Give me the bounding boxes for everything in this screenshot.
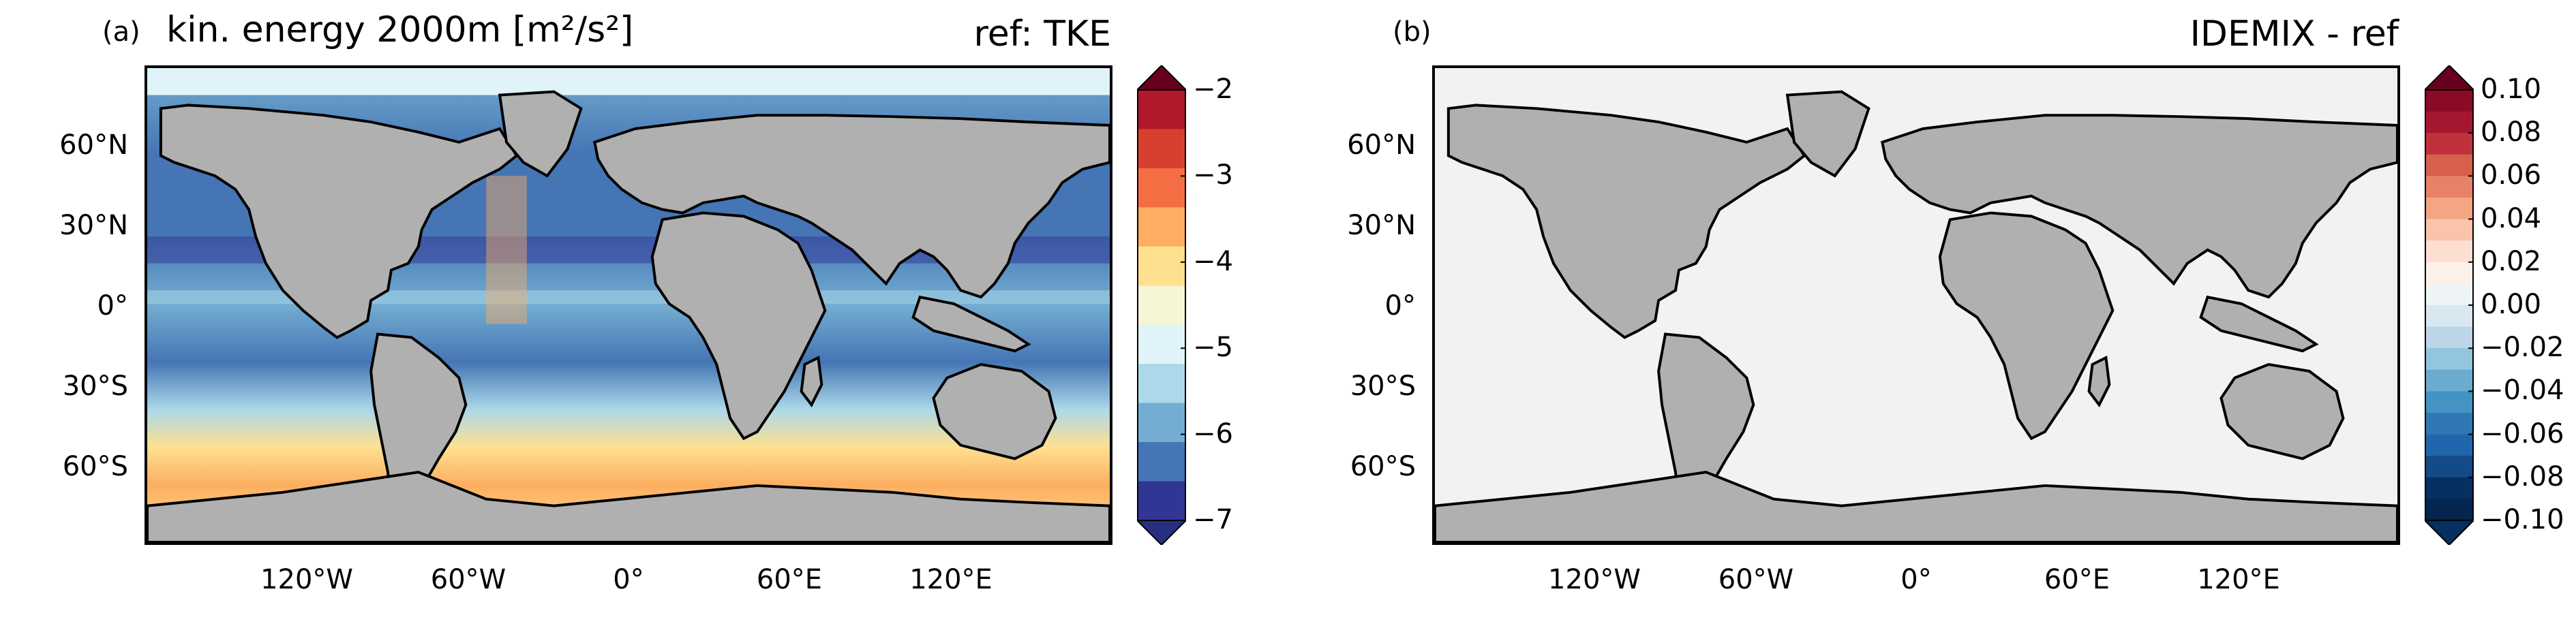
lon-label-120e-b: 120°E — [2197, 564, 2280, 595]
colorbar-segment — [1137, 168, 1186, 208]
colorbar-segment — [2425, 456, 2474, 478]
lat-label-0-a: 0° — [97, 290, 128, 322]
colorbar-tick-label: −5 — [1193, 332, 1233, 364]
lat-label-30s-b: 30°S — [1350, 371, 1416, 402]
colorbar-segment — [2425, 305, 2474, 328]
colorbar-segment — [2425, 326, 2474, 349]
map-a — [145, 65, 1112, 545]
colorbar-segment — [1137, 442, 1186, 482]
colorbar-border — [1137, 89, 1186, 521]
colorbar-tick-label: 0.04 — [2481, 202, 2542, 234]
colorbar-segment — [2425, 283, 2474, 306]
colorbar-segment — [2425, 111, 2474, 134]
colorbar-segment — [2425, 413, 2474, 435]
colorbar-tick-label: −0.06 — [2481, 418, 2564, 450]
lat-label-60n-a: 60°N — [59, 129, 128, 161]
lat-label-60n-b: 60°N — [1347, 129, 1416, 161]
colorbar-tick-label: 0.02 — [2481, 245, 2542, 277]
colorbar-extend-bottom — [1135, 520, 1188, 546]
colorbar-segment — [2425, 219, 2474, 241]
colorbar-segment — [1137, 403, 1186, 443]
colorbar-segment — [1137, 481, 1186, 521]
lat-label-0-b: 0° — [1384, 290, 1416, 322]
colorbar-segment — [1137, 324, 1186, 364]
colorbar-segment — [2425, 434, 2474, 456]
colorbar-segment — [1137, 285, 1186, 326]
panel-a: (a) kin. energy 2000m [m²/s²] ref: TKE — [59, 10, 1233, 595]
map-b — [1432, 65, 2400, 545]
colorbar-extend-bottom — [2423, 520, 2476, 546]
colorbar-segment — [2425, 176, 2474, 198]
lon-label-120e-a: 120°E — [909, 564, 992, 595]
colorbar-segment — [2425, 262, 2474, 284]
colorbar-segment — [2425, 133, 2474, 155]
panel-title-a: kin. energy 2000m [m²/s²] — [166, 10, 634, 50]
lon-label-0-b: 0° — [1900, 564, 1932, 595]
colorbar-tick-label: −0.02 — [2481, 332, 2564, 364]
panel-label-a: (a) — [102, 16, 140, 48]
map-b-svg — [1435, 68, 2397, 542]
colorbar-segment — [2425, 477, 2474, 499]
colorbar-segment — [1137, 90, 1186, 129]
colorbar-segment — [2425, 240, 2474, 263]
panel-subtitle-a: ref: TKE — [973, 14, 1111, 54]
lat-label-60s-a: 60°S — [62, 451, 128, 482]
colorbar-extend-top — [2423, 64, 2476, 91]
map-a-svg — [147, 68, 1110, 542]
colorbar-a-svg — [1135, 64, 1188, 546]
colorbar-tick-label: −2 — [1193, 74, 1233, 105]
colorbar-tick-label: −4 — [1193, 245, 1233, 277]
colorbar-segment — [2425, 154, 2474, 176]
colorbar-extend-top — [1135, 64, 1188, 91]
colorbar-segment — [1137, 246, 1186, 286]
lon-label-60e-b: 60°E — [2044, 564, 2110, 595]
lat-label-30n-a: 30°N — [59, 210, 128, 241]
lon-label-60e-a: 60°E — [756, 564, 823, 595]
panel-subtitle-b: IDEMIX - ref — [2189, 14, 2399, 54]
colorbar-tick-label: −3 — [1193, 159, 1233, 191]
colorbar-segment — [1137, 129, 1186, 169]
colorbar-tick-label: −0.10 — [2481, 504, 2564, 535]
colorbar-segment — [2425, 348, 2474, 371]
colorbar-b-svg — [2423, 64, 2476, 546]
colorbar-tick-label: 0.08 — [2481, 116, 2542, 148]
panel-label-b: (b) — [1393, 16, 1431, 48]
colorbar-segment — [1137, 207, 1186, 247]
colorbar-segment — [2425, 391, 2474, 413]
colorbar-segment — [2425, 369, 2474, 392]
colorbar-tick-label: −0.04 — [2481, 375, 2564, 407]
lat-label-60s-b: 60°S — [1350, 451, 1416, 482]
lat-label-30n-b: 30°N — [1347, 210, 1416, 241]
panel-b: (b) IDEMIX - ref 60°N 30°N 0° 30°S 60°S … — [1288, 0, 2575, 643]
colorbar-tick-label: 0.10 — [2481, 74, 2542, 105]
colorbar-tick-label: 0.00 — [2481, 289, 2542, 320]
colorbar-tick-label: −7 — [1193, 504, 1233, 535]
colorbar-tick-label: −0.08 — [2481, 460, 2564, 492]
lat-label-30s-a: 30°S — [62, 371, 128, 402]
lon-label-120w-a: 120°W — [260, 564, 353, 595]
colorbar-b — [2423, 64, 2476, 546]
lon-label-0-a: 0° — [613, 564, 644, 595]
colorbar-tick-label: −6 — [1193, 418, 1233, 450]
lon-label-60w-a: 60°W — [430, 564, 506, 595]
colorbar-a — [1135, 64, 1188, 546]
colorbar-segment — [2425, 90, 2474, 112]
colorbar-segment — [2425, 198, 2474, 220]
lon-label-60w-b: 60°W — [1718, 564, 1794, 595]
colorbar-tick-label: 0.06 — [2481, 159, 2542, 191]
colorbar-segment — [2425, 499, 2474, 521]
lon-label-120w-b: 120°W — [1548, 564, 1641, 595]
colorbar-segment — [1137, 364, 1186, 404]
